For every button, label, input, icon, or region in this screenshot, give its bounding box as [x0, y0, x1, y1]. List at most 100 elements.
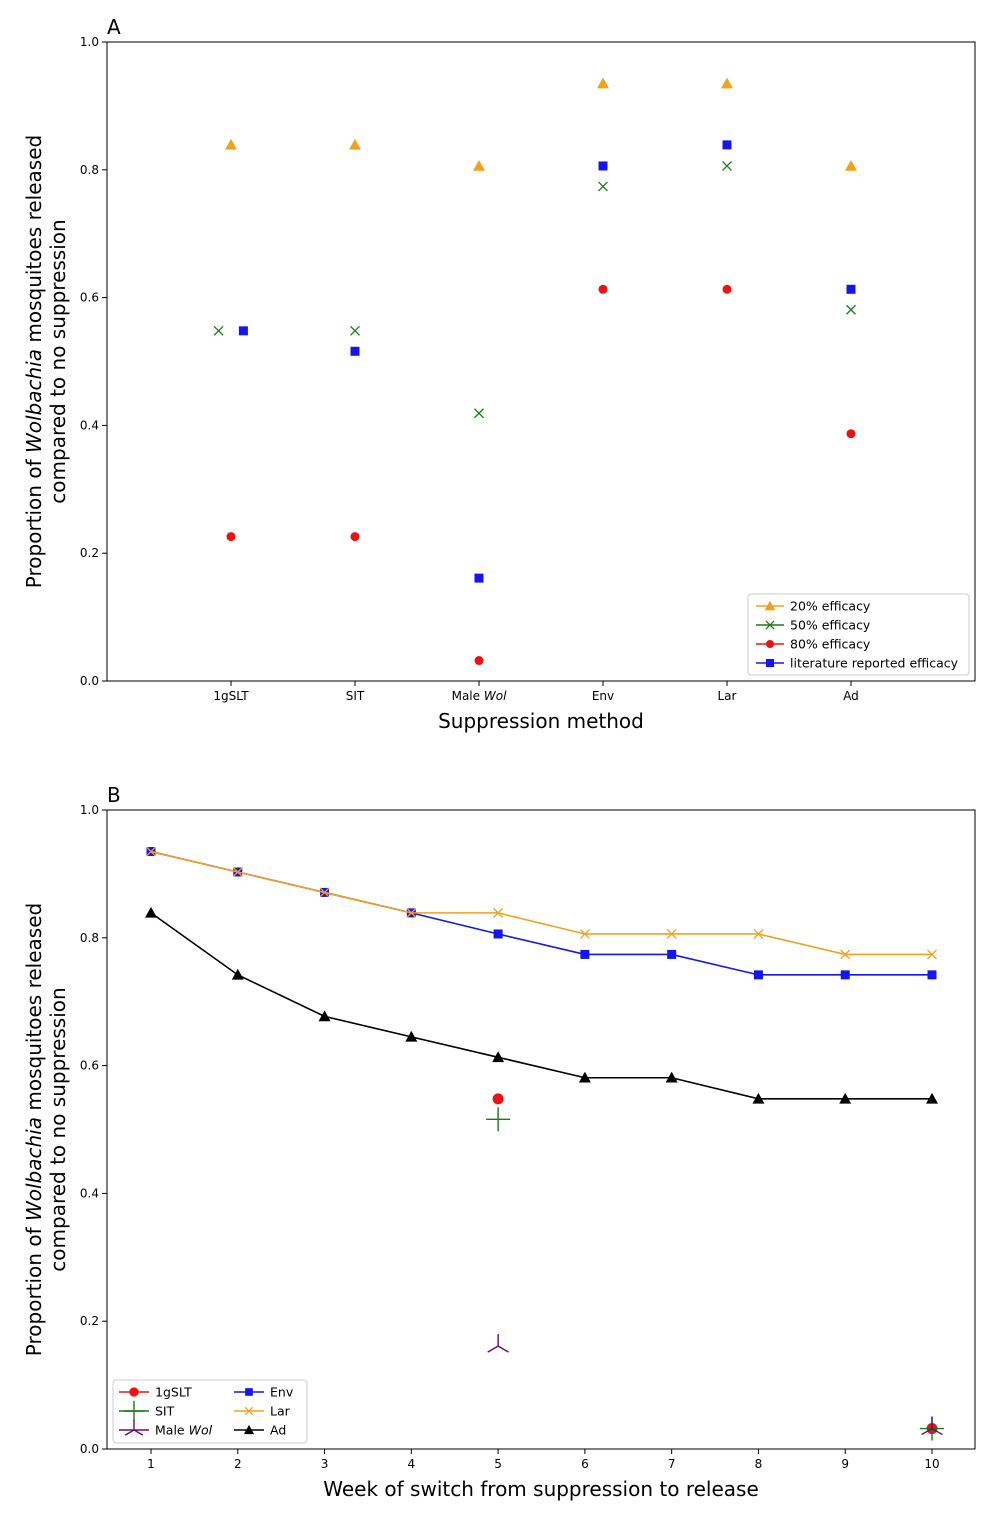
panel-b-line-ad	[150, 912, 932, 1100]
panel-a-xtick-label: Ad	[843, 689, 859, 703]
panel-b-point-1gslt	[492, 1093, 504, 1105]
panel-a-point-20-efficacy	[473, 159, 485, 171]
panel-b-point-env	[667, 949, 677, 959]
panel-b-legend-marker	[123, 1400, 145, 1422]
panel-b-xlabel: Week of switch from suppression to relea…	[323, 1477, 759, 1501]
panel-a-frame	[106, 41, 976, 682]
panel-a-point-literature-reported-efficacy	[350, 346, 360, 356]
panel-b-frame	[106, 809, 976, 1450]
panel-b-point-lar	[493, 907, 504, 918]
panel-a-point-literature-reported-efficacy	[722, 140, 732, 150]
panel-b-legend-marker	[129, 1387, 139, 1397]
panel-b-legend-marker	[244, 1406, 254, 1416]
panel-a-ytick-label: 0.4	[80, 418, 99, 432]
panel-b-xtick-label: 3	[321, 1457, 329, 1471]
panel-b-ytick-label: 0.4	[80, 1186, 99, 1200]
panel-a-point-80-efficacy	[474, 656, 484, 666]
panel-a-point-50-efficacy	[350, 325, 360, 336]
panel-a-legend-label: 50% efficacy	[790, 618, 871, 633]
panel-b-legend-marker	[124, 1419, 144, 1436]
panel-a-ytick-label: 0.6	[80, 291, 99, 305]
panel-a-point-80-efficacy	[598, 284, 608, 294]
panel-b-line-lar	[150, 850, 932, 956]
panel-b-legend-marker	[245, 1388, 253, 1396]
panel-a-point-20-efficacy	[597, 77, 609, 89]
panel-a-ylabel-line-2: compared to no suppression	[46, 219, 70, 503]
panel-b-point-env	[493, 929, 503, 939]
panel-b-xtick-label: 8	[755, 1457, 763, 1471]
panel-a-xtick-label: Male Wol	[452, 689, 507, 703]
panel-b-xtick-label: 5	[494, 1457, 502, 1471]
panel-a-point-50-efficacy	[722, 161, 732, 171]
panel-b-point-env	[753, 970, 763, 980]
panel-b-point-male-wol	[487, 1334, 509, 1353]
panel-b-legend	[112, 1379, 308, 1444]
panel-b-point-env	[580, 949, 590, 959]
panel-b-legend-label: Male Wol	[155, 1423, 213, 1438]
panel-b-point-lar	[232, 867, 243, 877]
panel-a-point-80-efficacy	[846, 429, 856, 439]
panel-b-ytick-label: 0.6	[80, 1059, 99, 1073]
panel-a-xtick-label: 1gSLT	[213, 689, 249, 703]
panel-b-xtick-label: 10	[924, 1457, 939, 1471]
panel-b-legend-marker	[243, 1424, 255, 1435]
panel-b-xtick-label: 9	[841, 1457, 849, 1471]
panel-a-letter: A	[107, 15, 121, 39]
panel-a-point-20-efficacy	[225, 138, 237, 150]
panel-b-point-ad	[231, 968, 244, 980]
panel-a-point-literature-reported-efficacy	[238, 326, 248, 336]
panel-a-legend-label: 20% efficacy	[790, 599, 871, 614]
panel-a-point-literature-reported-efficacy	[474, 573, 484, 583]
panel-b-series-male-wol	[487, 1334, 943, 1436]
panel-a-series-80-efficacy	[226, 284, 856, 666]
panel-b-point-env	[840, 970, 850, 980]
panel-a-ytick-label: 0.0	[80, 674, 99, 688]
panel-a-point-80-efficacy	[226, 532, 236, 542]
panel-a-legend-marker	[765, 639, 775, 649]
panel-a-chart: 0.0 0.2 0.4 0.6 0.8 1.0 1gSLT SIT Male Wol Env Lar…	[22, 35, 976, 733]
panel-b-ytick-label: 0.0	[80, 1442, 99, 1456]
panel-b-point-lar	[927, 949, 937, 960]
panel-a-xtick-label: SIT	[346, 689, 365, 703]
panel-b-xtick-label: 2	[234, 1457, 242, 1471]
panel-b-point-lar	[406, 907, 417, 918]
panel-b-point-ad	[145, 906, 157, 918]
panel-b-xtick-label: 1	[147, 1457, 155, 1471]
panel-b-xtick-label: 4	[408, 1457, 416, 1471]
panel-b-point-lar	[319, 887, 330, 898]
panel-a-point-50-efficacy	[213, 325, 224, 336]
panel-b-series-ad	[145, 906, 938, 1104]
panel-a-point-literature-reported-efficacy	[846, 284, 856, 294]
panel-a-point-literature-reported-efficacy	[598, 161, 608, 171]
panel-b-point-sit	[486, 1107, 511, 1132]
panel-a-xtick-label: Lar	[718, 689, 737, 703]
panel-b-legend-label: 1gSLT	[155, 1385, 192, 1400]
panel-a-point-50-efficacy	[474, 408, 484, 419]
panel-b-point-lar	[753, 929, 764, 939]
panel-b-xtick-label: 7	[668, 1457, 676, 1471]
panel-b-point-lar	[146, 846, 156, 857]
panel-b-ytick-label: 0.2	[80, 1314, 99, 1328]
panel-b-point-ad	[405, 1030, 418, 1042]
panel-b-series-lar	[146, 846, 937, 960]
panel-b-ylabel-line-2: compared to no suppression	[46, 987, 70, 1271]
panel-b-point-lar	[579, 929, 590, 939]
panel-a-ytick-label: 0.2	[80, 546, 99, 560]
panel-b-point-lar	[666, 929, 677, 939]
panel-a-series-50-efficacy	[213, 161, 856, 419]
panel-a-series-20-efficacy	[225, 77, 857, 171]
panel-b-point-ad	[752, 1092, 765, 1104]
panel-b-point-ad	[318, 1010, 331, 1022]
panel-b-ylabel-line-1: Proportion of Wolbachia mosquitoes relea…	[22, 903, 46, 1356]
panel-a-ytick-label: 0.8	[80, 163, 99, 177]
panel-a-legend-marker	[765, 620, 775, 630]
panel-a-point-20-efficacy	[721, 77, 733, 89]
panel-b-legend-label: Env	[270, 1385, 294, 1400]
panel-b-point-ad	[578, 1071, 591, 1083]
panel-b-point-ad	[665, 1071, 678, 1083]
panel-b-legend-label: Lar	[270, 1404, 291, 1419]
panel-b-legend-label: Ad	[270, 1423, 286, 1438]
panel-a-ylabel-line-1: Proportion of Wolbachia mosquitoes relea…	[22, 135, 46, 588]
panel-b-chart: 0.0 0.2 0.4 0.6 0.8 1.0 1 2 3 4 5 6 7 8 9 10 Week of swi…	[22, 803, 976, 1501]
